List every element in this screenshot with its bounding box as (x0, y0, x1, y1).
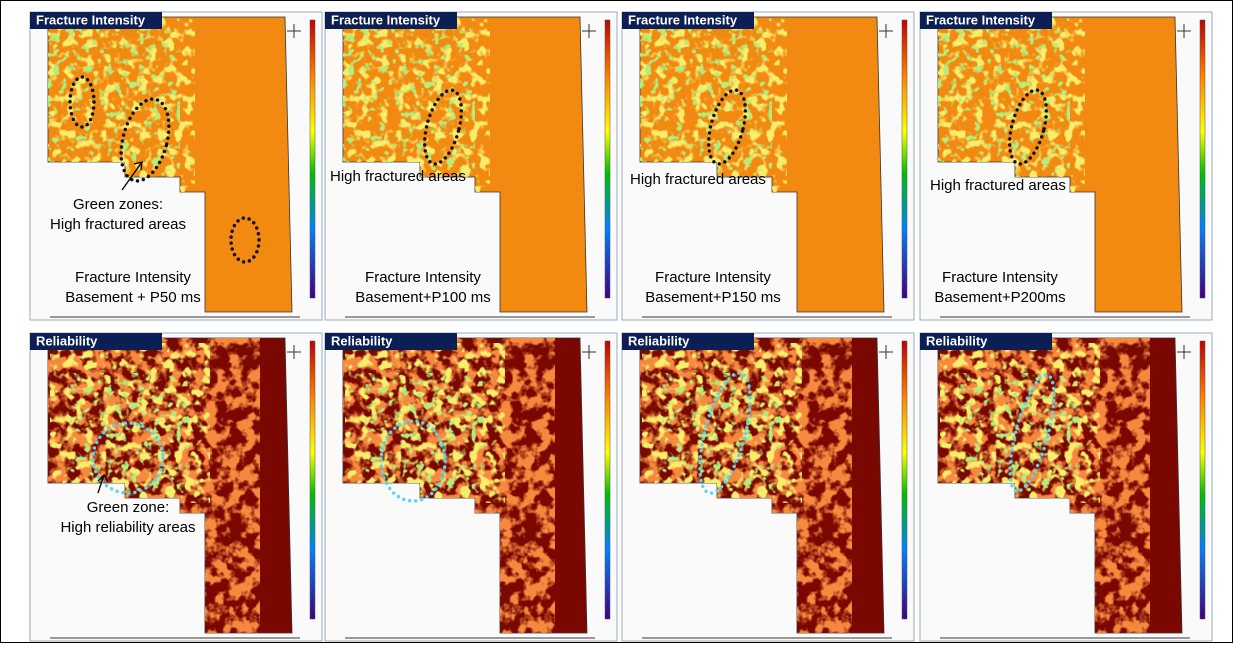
colorbar (605, 341, 610, 619)
panel-header: Reliability (628, 333, 690, 348)
caption: Fracture Intensity (75, 269, 191, 286)
texture-green (70, 373, 190, 493)
annotation: High fractured areas (50, 216, 186, 233)
colorbar (605, 20, 610, 298)
figure: Fracture Intensity Green zones: High fract… (0, 0, 1233, 643)
panel-header: Reliability (331, 333, 393, 348)
map-panel: Reliability (325, 333, 617, 641)
annotation: Green zones: (73, 196, 163, 213)
map-panel: Reliability Green zone: High reliability a… (30, 333, 322, 641)
panel-header: Reliability (36, 333, 98, 348)
colorbar (902, 20, 907, 298)
caption: Fracture Intensity (655, 269, 771, 286)
map-panel: Fracture Intensity High fractured areas Fr… (325, 12, 617, 320)
map-panel: Fracture Intensity High fractured areas Fr… (622, 12, 914, 320)
texture-green (365, 373, 485, 493)
colorbar (1200, 20, 1205, 298)
panel-header: Fracture Intensity (331, 12, 441, 27)
colorbar (310, 20, 315, 298)
map-panel: Fracture Intensity High fractured areas Fr… (920, 12, 1212, 320)
caption: Fracture Intensity (365, 269, 481, 286)
annotation: High fractured areas (330, 168, 466, 185)
colorbar (1200, 341, 1205, 619)
panel-header: Fracture Intensity (926, 12, 1036, 27)
colorbar (310, 341, 315, 619)
caption: Basement+P200ms (934, 289, 1065, 306)
map-panel: Fracture Intensity Green zones: High fract… (30, 12, 322, 320)
caption: Fracture Intensity (942, 269, 1058, 286)
map-panel: Reliability (920, 333, 1212, 641)
annotation: High fractured areas (630, 171, 766, 188)
caption: Basement+P100 ms (355, 289, 491, 306)
caption: Basement+P150 ms (645, 289, 781, 306)
panel-header: Fracture Intensity (36, 12, 146, 27)
annotation: Green zone: (87, 499, 170, 516)
panel-header: Fracture Intensity (628, 12, 738, 27)
annotation: High fractured areas (930, 177, 1066, 194)
map-panel: Reliability (622, 333, 914, 641)
annotation: High reliability areas (60, 519, 195, 536)
colorbar (902, 341, 907, 619)
texture-green (960, 373, 1080, 493)
caption: Basement + P50 ms (65, 289, 200, 306)
texture-green (662, 373, 782, 493)
panel-header: Reliability (926, 333, 988, 348)
